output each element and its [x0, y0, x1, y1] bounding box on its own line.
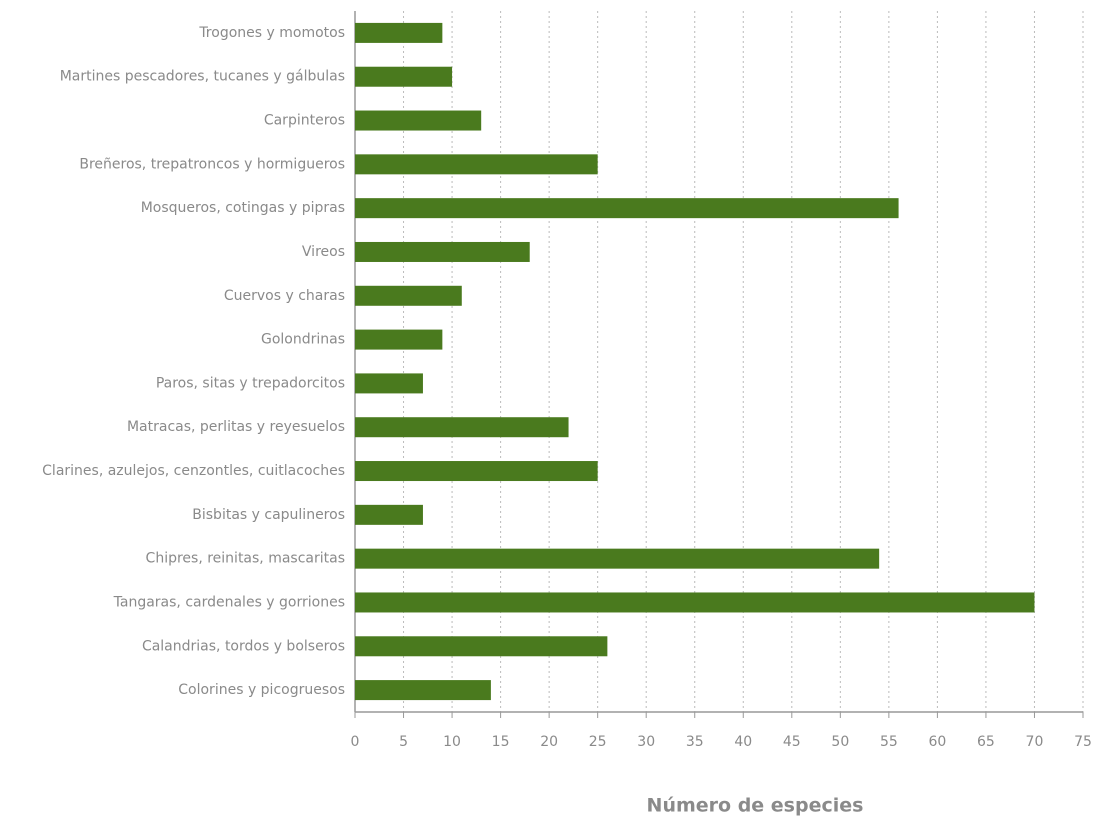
bar [355, 504, 423, 525]
x-tick-label: 25 [589, 734, 607, 750]
x-tick-label: 20 [540, 734, 558, 750]
y-tick-label: Martines pescadores, tucanes y gálbulas [60, 69, 345, 85]
bar [355, 66, 453, 87]
y-tick-label: Matracas, perlitas y reyesuelos [127, 419, 345, 435]
bar [355, 373, 423, 394]
x-tick-label: 65 [977, 734, 995, 750]
x-tick-label: 30 [637, 734, 655, 750]
y-tick-label: Colorines y picogruesos [178, 682, 345, 698]
x-tick-label: 45 [783, 734, 801, 750]
bar [355, 636, 608, 657]
y-tick-label: Trogones y momotos [198, 25, 345, 41]
y-tick-label: Chipres, reinitas, mascaritas [146, 551, 345, 567]
x-tick-label: 15 [492, 734, 510, 750]
bar [355, 461, 598, 482]
y-tick-label: Golondrinas [261, 332, 345, 348]
x-tick-label: 5 [399, 734, 408, 750]
x-tick-label: 60 [928, 734, 946, 750]
x-tick-label: 40 [734, 734, 752, 750]
bar [355, 110, 482, 131]
x-axis-title: Número de especies [647, 795, 864, 817]
y-tick-label: Breñeros, trepatroncos y hormigueros [79, 156, 345, 172]
y-tick-label: Carpinteros [264, 113, 345, 129]
x-tick-label: 70 [1026, 734, 1044, 750]
y-tick-label: Tangaras, cardenales y gorriones [113, 594, 345, 610]
x-tick-label: 10 [443, 734, 461, 750]
y-tick-label: Clarines, azulejos, cenzontles, cuitlaco… [42, 463, 345, 479]
x-tick-label: 55 [880, 734, 898, 750]
y-tick-label: Bisbitas y capulineros [192, 507, 345, 523]
bar [355, 22, 443, 43]
bar [355, 154, 598, 175]
bar [355, 548, 880, 569]
x-tick-label: 50 [831, 734, 849, 750]
x-tick-label: 75 [1074, 734, 1092, 750]
bar [355, 680, 491, 701]
y-tick-label: Vireos [302, 244, 345, 260]
bar [355, 241, 530, 262]
bar [355, 329, 443, 350]
y-tick-label: Cuervos y charas [224, 288, 345, 304]
bar [355, 285, 462, 306]
y-tick-label: Calandrias, tordos y bolseros [142, 638, 345, 654]
y-tick-label: Mosqueros, cotingas y pipras [141, 200, 345, 216]
bar [355, 417, 569, 438]
bar [355, 592, 1035, 613]
bar [355, 198, 899, 219]
x-tick-label: 0 [351, 734, 360, 750]
y-tick-label: Paros, sitas y trepadorcitos [156, 375, 345, 391]
x-tick-label: 35 [686, 734, 704, 750]
